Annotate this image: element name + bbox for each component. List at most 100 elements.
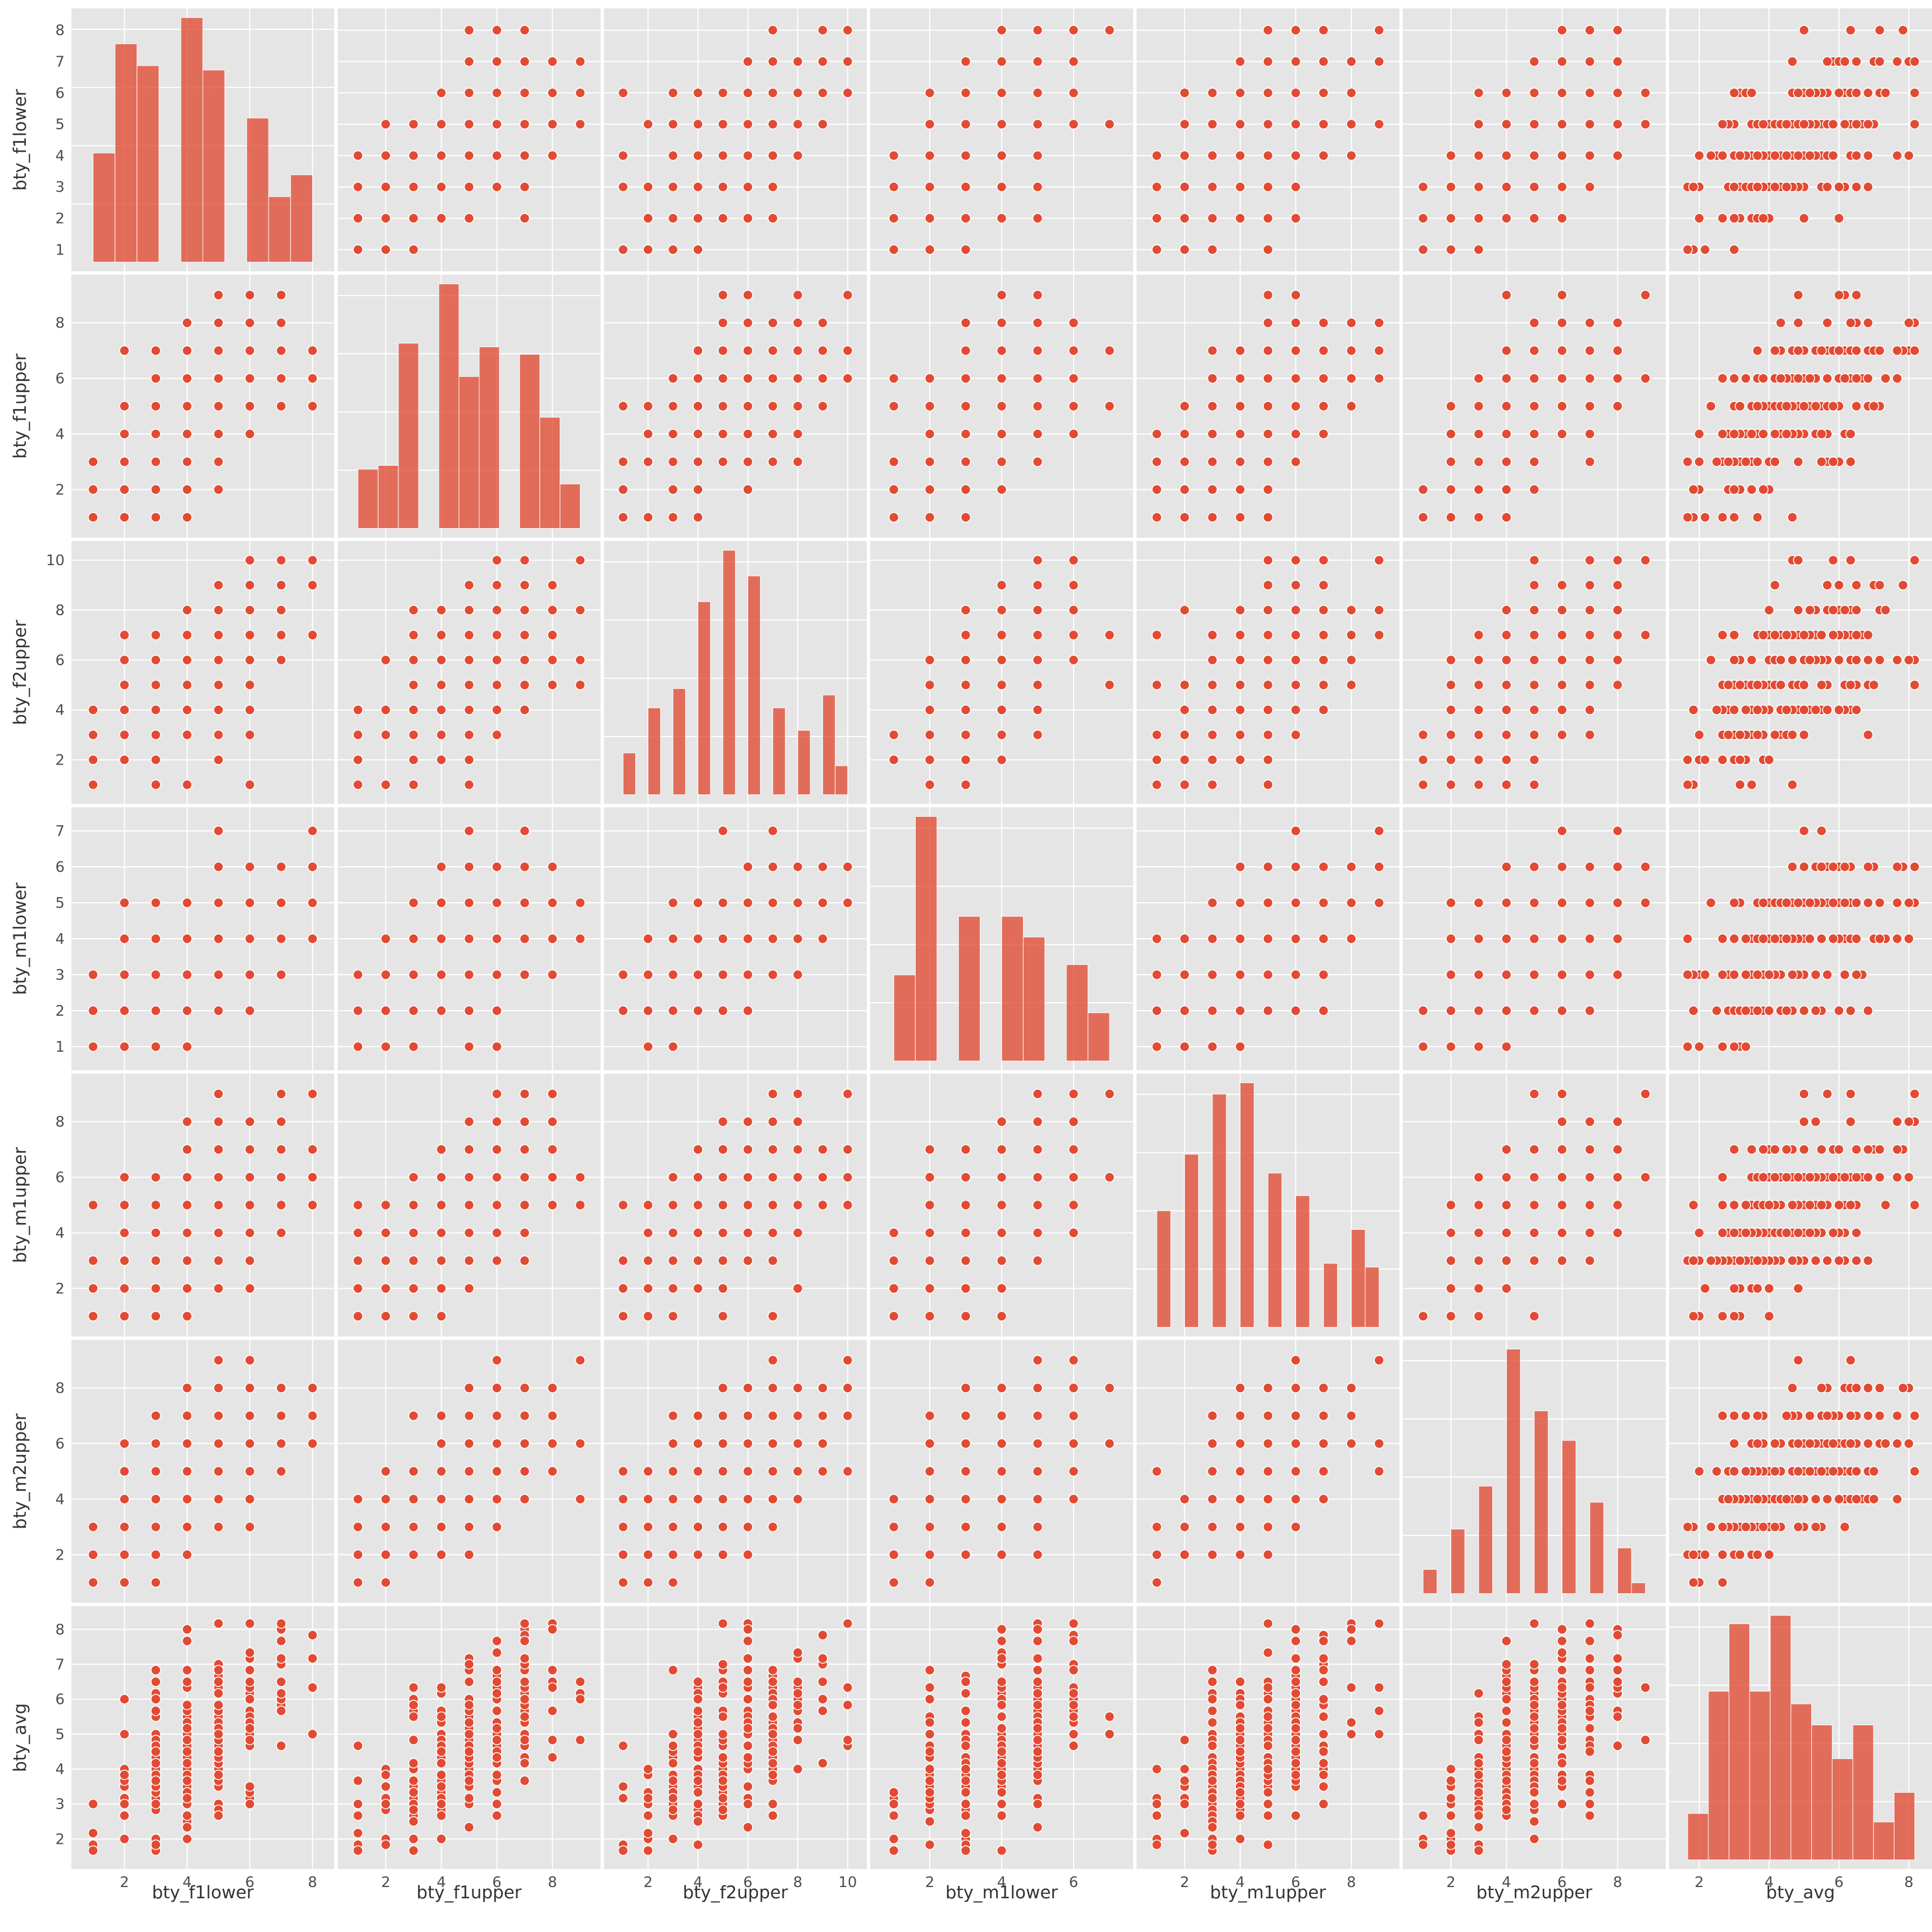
y-tick-label: 8 xyxy=(55,602,65,619)
scatter-point xyxy=(1445,213,1456,224)
scatter-point xyxy=(244,373,256,384)
scatter-point xyxy=(1262,1839,1274,1850)
scatter-point xyxy=(667,1466,679,1477)
scatter-point xyxy=(547,1624,558,1635)
scatter-point xyxy=(1688,1255,1699,1266)
scatter-point xyxy=(88,754,98,765)
scatter-point xyxy=(817,1466,828,1477)
scatter-point xyxy=(1781,704,1792,715)
scatter-point xyxy=(1318,1694,1329,1704)
scatter-point xyxy=(352,1740,363,1751)
scatter-point xyxy=(1290,1354,1301,1366)
scatter-point xyxy=(1804,1199,1815,1211)
scatter-point xyxy=(436,1810,447,1821)
scatter-point xyxy=(617,969,629,980)
scatter-point xyxy=(1869,401,1879,412)
scatter-point xyxy=(1501,1717,1512,1728)
scatter-point xyxy=(960,181,971,193)
scatter-point xyxy=(181,630,193,640)
scatter-point xyxy=(1318,1711,1329,1722)
y-tick-label: 6 xyxy=(55,1170,65,1187)
scatter-point xyxy=(1845,1438,1856,1449)
x-tick-label: 6 xyxy=(492,1874,502,1891)
scatter-point xyxy=(1723,679,1734,690)
scatter-point xyxy=(693,1816,703,1827)
scatter-point xyxy=(842,25,853,36)
scatter-point xyxy=(1104,1729,1115,1740)
scatter-point xyxy=(1770,181,1780,193)
scatter-point xyxy=(1501,1005,1512,1016)
scatter-point xyxy=(1682,512,1693,523)
scatter-point xyxy=(1699,244,1711,255)
scatter-point xyxy=(842,1699,853,1711)
scatter-point xyxy=(1584,150,1595,161)
scatter-point xyxy=(463,630,475,640)
scatter-point xyxy=(1032,1653,1043,1664)
scatter-point xyxy=(1501,484,1512,495)
scatter-point xyxy=(150,754,161,765)
scatter-point xyxy=(1179,213,1190,224)
scatter-point xyxy=(1068,630,1079,640)
y-tick-label: 5 xyxy=(55,1726,65,1743)
scatter-point xyxy=(575,119,586,130)
scatter-point xyxy=(1290,401,1301,412)
scatter-point xyxy=(519,1775,530,1786)
scatter-point xyxy=(1909,1199,1920,1211)
x-tick-label: 6 xyxy=(245,1874,254,1891)
scatter-point xyxy=(817,1438,828,1449)
scatter-point xyxy=(693,1694,703,1704)
scatter-point xyxy=(924,1682,935,1693)
scatter-point xyxy=(1262,213,1274,224)
scatter-point xyxy=(150,1311,161,1322)
scatter-point xyxy=(1682,933,1693,944)
scatter-point xyxy=(1612,654,1623,666)
scatter-point xyxy=(1445,484,1456,495)
scatter-point xyxy=(1235,150,1245,161)
scatter-point xyxy=(1729,1311,1740,1322)
histogram-bar xyxy=(1770,1615,1792,1861)
scatter-point xyxy=(181,1699,193,1711)
scatter-point xyxy=(1740,1228,1751,1238)
scatter-point xyxy=(463,88,475,98)
scatter-point xyxy=(792,1723,803,1734)
scatter-point xyxy=(1758,119,1769,130)
scatter-point xyxy=(1851,1494,1862,1504)
scatter-point xyxy=(693,1283,703,1294)
scatter-point xyxy=(1584,56,1595,67)
scatter-point xyxy=(924,729,935,740)
scatter-point xyxy=(1798,679,1810,690)
scatter-point xyxy=(1501,604,1512,616)
scatter-point xyxy=(213,1676,224,1687)
scatter-point xyxy=(1235,1494,1245,1504)
y-tick-label: 10 xyxy=(46,552,65,569)
scatter-point xyxy=(996,630,1007,640)
scatter-point xyxy=(1151,729,1162,740)
scatter-point xyxy=(1235,933,1245,944)
scatter-point xyxy=(792,861,803,872)
scatter-point xyxy=(1584,580,1595,590)
scatter-point xyxy=(1032,1088,1043,1099)
scatter-point xyxy=(119,704,130,715)
scatter-point xyxy=(575,1694,586,1704)
scatter-point xyxy=(1694,1466,1704,1477)
scatter-point xyxy=(767,25,778,36)
scatter-point xyxy=(1318,1770,1329,1780)
scatter-point xyxy=(792,345,803,356)
scatter-point xyxy=(408,1711,419,1722)
scatter-point xyxy=(924,1311,935,1322)
scatter-point xyxy=(1445,1005,1456,1016)
scatter-point xyxy=(1473,1255,1484,1266)
scatter-point xyxy=(643,1199,653,1211)
scatter-point xyxy=(693,1410,703,1421)
scatter-point xyxy=(1612,25,1623,36)
scatter-point xyxy=(1262,1521,1274,1533)
scatter-point xyxy=(1290,1746,1301,1757)
scatter-point xyxy=(1235,1521,1245,1533)
scatter-point xyxy=(1734,779,1745,790)
scatter-point xyxy=(181,1172,193,1183)
scatter-point xyxy=(742,1255,753,1266)
scatter-point xyxy=(960,150,971,161)
scatter-point xyxy=(767,1711,778,1722)
scatter-point xyxy=(213,1255,224,1266)
